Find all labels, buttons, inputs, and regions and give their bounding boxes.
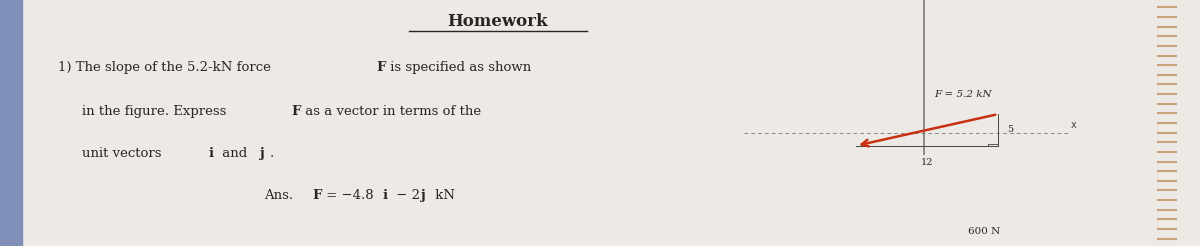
Text: is specified as shown: is specified as shown [386, 61, 532, 74]
Text: i: i [383, 189, 388, 202]
Text: .: . [270, 147, 275, 160]
Bar [0, 0, 22, 246]
Text: as a vector in terms of the: as a vector in terms of the [301, 105, 481, 118]
Text: 5: 5 [1008, 125, 1014, 134]
Text: i: i [209, 147, 214, 160]
Text: kN: kN [431, 189, 455, 202]
Text: in the figure. Express: in the figure. Express [82, 105, 230, 118]
Text: Homework: Homework [448, 13, 548, 30]
Text: x: x [1070, 120, 1076, 130]
Text: 1) The slope of the 5.2-kN force: 1) The slope of the 5.2-kN force [58, 61, 275, 74]
Text: unit vectors: unit vectors [82, 147, 166, 160]
Text: j: j [260, 147, 265, 160]
Text: F: F [377, 61, 386, 74]
Text: F: F [292, 105, 301, 118]
Text: = −4.8: = −4.8 [322, 189, 373, 202]
Text: F = 5.2 kN: F = 5.2 kN [935, 90, 992, 99]
Text: 600 N: 600 N [968, 227, 1000, 236]
Text: − 2: − 2 [392, 189, 420, 202]
Text: F: F [312, 189, 322, 202]
Text: j: j [421, 189, 426, 202]
Text: and: and [218, 147, 252, 160]
Text: 12: 12 [920, 158, 934, 167]
Text: Ans.: Ans. [264, 189, 298, 202]
